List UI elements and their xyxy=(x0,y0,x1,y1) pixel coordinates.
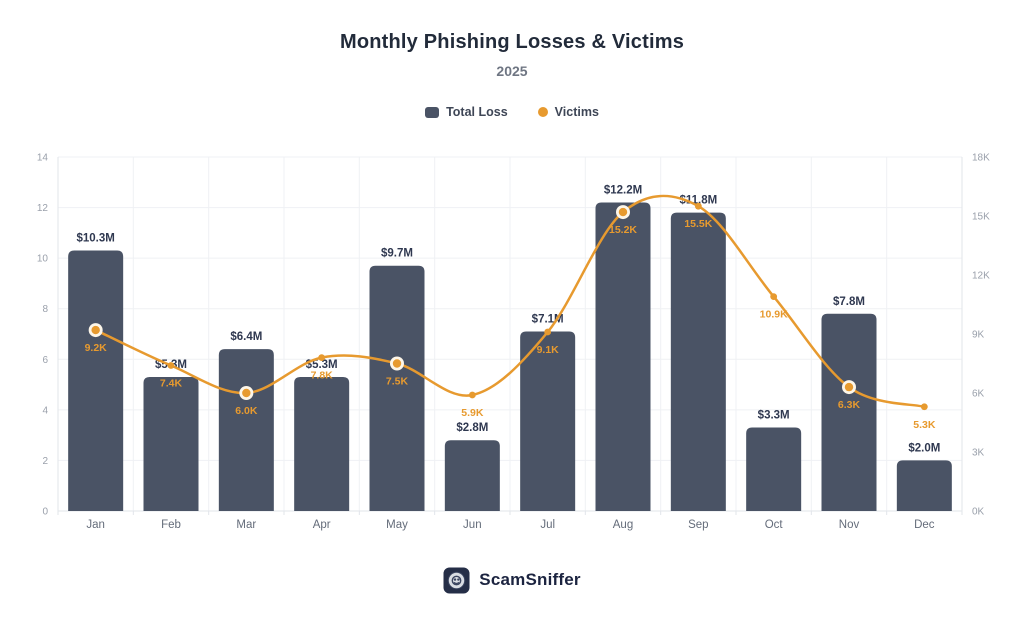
y-axis-left-tick-label: 4 xyxy=(42,405,48,416)
victims-point[interactable] xyxy=(318,354,326,361)
victims-point[interactable] xyxy=(167,362,175,369)
x-axis-label: Oct xyxy=(765,519,784,531)
legend-item-total-loss[interactable]: Total Loss xyxy=(425,105,508,119)
loss-bar[interactable] xyxy=(670,212,726,511)
y-axis-right-tick-label: 6K xyxy=(972,389,985,400)
victims-point-label: 6.3K xyxy=(838,399,861,411)
legend-label: Total Loss xyxy=(446,105,508,119)
y-axis-right-tick-label: 15K xyxy=(972,212,990,223)
loss-bar[interactable] xyxy=(369,265,425,511)
legend-item-victims[interactable]: Victims xyxy=(537,105,599,119)
x-axis-label: Mar xyxy=(236,519,256,531)
victims-point-dot[interactable] xyxy=(618,207,628,217)
victims-point-label: 7.8K xyxy=(311,370,334,382)
victims-point-label: 7.5K xyxy=(386,376,409,388)
scamsniffer-logo-icon xyxy=(443,567,470,593)
loss-bar-label: $10.3M xyxy=(76,233,114,245)
x-axis-label: Feb xyxy=(161,519,181,531)
x-axis-label: May xyxy=(386,519,408,531)
loss-bar[interactable] xyxy=(68,250,124,512)
y-axis-left-tick-label: 10 xyxy=(37,254,49,265)
victims-point[interactable] xyxy=(694,202,702,210)
y-axis-left-tick-label: 12 xyxy=(37,203,49,214)
victims-point-dot[interactable] xyxy=(844,382,854,392)
x-axis-label: Jul xyxy=(540,519,555,531)
loss-bar[interactable] xyxy=(520,331,576,511)
victims-point-label: 6.0K xyxy=(235,405,258,417)
total-loss-swatch-icon xyxy=(425,106,440,118)
legend-label: Victims xyxy=(554,105,599,119)
loss-bar-label: $6.4M xyxy=(230,331,262,343)
y-axis-right-tick-label: 3K xyxy=(972,448,985,459)
x-axis-label: Apr xyxy=(313,519,331,531)
x-axis-label: Jan xyxy=(86,519,105,531)
victims-swatch-icon xyxy=(537,107,548,117)
page-subtitle: 2025 xyxy=(496,63,528,79)
victims-point-label: 5.9K xyxy=(461,407,484,419)
y-axis-right-tick-label: 12K xyxy=(972,271,990,282)
loss-bar[interactable] xyxy=(218,349,274,511)
loss-bar-label: $7.8M xyxy=(833,296,865,308)
x-axis-label: Nov xyxy=(839,519,860,531)
loss-bar-label: $3.3M xyxy=(758,410,790,422)
loss-bar[interactable] xyxy=(746,427,802,511)
loss-bar-label: $5.3M xyxy=(306,359,338,371)
victims-point[interactable] xyxy=(544,328,552,336)
victims-point-label: 7.4K xyxy=(160,377,183,389)
y-axis-left-tick-label: 2 xyxy=(42,456,48,467)
y-axis-left-tick-label: 14 xyxy=(37,153,49,164)
victims-point-label: 10.9K xyxy=(760,309,788,321)
loss-bar-label: $9.7M xyxy=(381,248,413,260)
victims-point-dot[interactable] xyxy=(242,388,251,398)
x-axis-label: Sep xyxy=(688,519,708,531)
victims-point-dot[interactable] xyxy=(392,359,402,368)
x-axis-label: Dec xyxy=(914,519,935,531)
victims-point[interactable] xyxy=(468,391,476,399)
y-axis-left-tick-label: 0 xyxy=(42,507,48,518)
x-axis-label: Jun xyxy=(463,519,482,531)
chart-legend: Total Loss Victims xyxy=(0,102,1024,122)
loss-bar-label: $11.8M xyxy=(679,195,717,207)
y-axis-left-tick-label: 8 xyxy=(42,304,48,315)
y-axis-right-tick-label: 9K xyxy=(972,330,985,341)
loss-bar[interactable] xyxy=(821,313,877,511)
loss-bar[interactable] xyxy=(294,376,350,511)
victims-point[interactable] xyxy=(770,293,778,301)
victims-point-label: 9.1K xyxy=(537,344,560,356)
footer-brand: ScamSniffer xyxy=(0,564,1024,596)
loss-bar-label: $12.2M xyxy=(604,185,642,197)
victims-point-label: 15.5K xyxy=(684,218,712,230)
loss-bar[interactable] xyxy=(444,440,500,511)
loss-bar[interactable] xyxy=(595,202,651,511)
loss-bar-label: $2.8M xyxy=(456,422,488,434)
y-axis-right-tick-label: 18K xyxy=(972,153,990,164)
loss-bar-label: $2.0M xyxy=(908,442,940,454)
loss-bar[interactable] xyxy=(896,460,952,511)
victims-point[interactable] xyxy=(920,403,928,411)
loss-bar[interactable] xyxy=(143,376,199,511)
page-title: Monthly Phishing Losses & Victims xyxy=(339,31,685,53)
y-axis-right-tick-label: 0K xyxy=(972,507,985,518)
victims-point-label: 15.2K xyxy=(609,224,637,236)
victims-point-label: 5.3K xyxy=(913,419,936,431)
y-axis-left-tick-label: 6 xyxy=(42,355,48,366)
brand-name: ScamSniffer xyxy=(479,570,581,589)
victims-point-label: 9.2K xyxy=(85,342,108,354)
x-axis-label: Aug xyxy=(613,519,633,531)
victims-point-dot[interactable] xyxy=(91,325,100,335)
